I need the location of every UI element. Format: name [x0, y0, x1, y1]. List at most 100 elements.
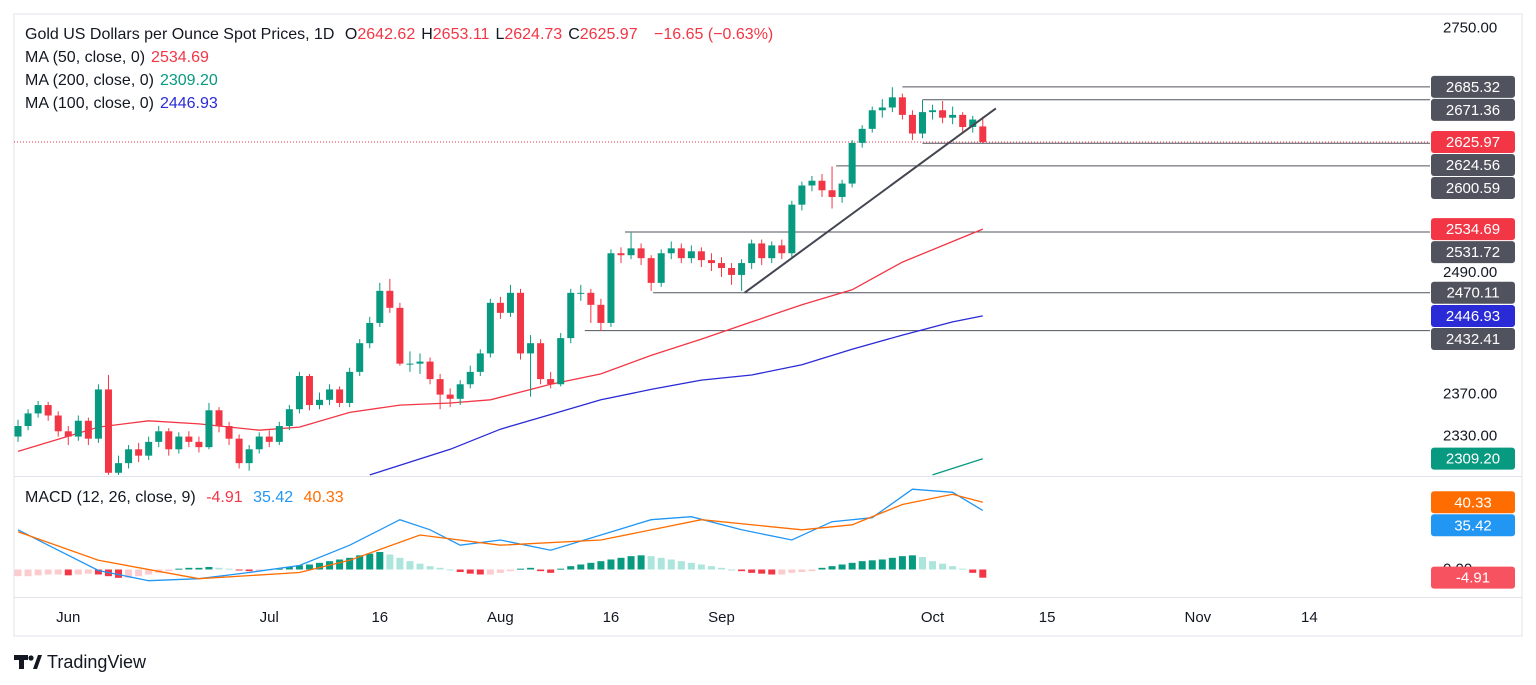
candle-body: [587, 292, 595, 305]
price-pane: [14, 86, 1430, 476]
candle-body: [707, 260, 715, 264]
candle-body: [326, 389, 334, 400]
candle-body: [979, 126, 987, 142]
histogram-bar: [637, 555, 645, 570]
ma-badge: [1431, 304, 1515, 327]
macd-line: [17, 493, 983, 580]
histogram-bar: [74, 569, 82, 575]
candle-body: [285, 409, 293, 427]
level-label: 2600.59: [1446, 180, 1500, 197]
macd-label: 35.42: [1454, 517, 1492, 534]
histogram-bar: [848, 562, 856, 570]
histogram-label: -4.91: [1456, 570, 1490, 587]
candle-body: [607, 253, 615, 323]
moving-average: [17, 228, 984, 453]
ma-legend-row: MA (100, close, 0) 2446.93: [25, 94, 224, 114]
candle-body: [738, 263, 746, 275]
histogram-bar: [135, 569, 143, 577]
histogram-bar: [758, 569, 766, 574]
candle-body: [496, 302, 504, 313]
x-tick-label: Jun: [56, 609, 80, 626]
histogram-bar: [185, 567, 193, 570]
ohlc-key: L: [495, 26, 505, 43]
histogram-bar: [64, 569, 72, 576]
histogram-bar: [537, 569, 545, 572]
level-badge: [1431, 75, 1515, 98]
histogram-bar: [366, 553, 374, 570]
histogram-bar: [617, 557, 625, 570]
ma-legend-row: MA (50, close, 0) 2534.69: [25, 48, 215, 68]
histogram-bar: [336, 559, 344, 570]
candle-body: [677, 248, 685, 259]
candle-body: [476, 353, 484, 372]
candle-body: [265, 436, 273, 442]
histogram-bar: [949, 566, 957, 570]
histogram-bar: [707, 566, 715, 570]
candle-body: [426, 361, 434, 380]
candle-body: [888, 97, 896, 108]
histogram-bar: [255, 569, 263, 572]
candle-body: [215, 410, 223, 427]
candle-body: [356, 343, 364, 372]
candle-body: [868, 110, 876, 129]
x-tick-label: Jul: [260, 609, 279, 626]
moving-average: [932, 458, 983, 476]
candle-body: [898, 97, 906, 115]
candle-body: [366, 322, 374, 344]
histogram-bar: [225, 568, 233, 570]
histogram-bar: [14, 569, 22, 577]
candle-body: [115, 463, 123, 473]
candle-body: [155, 431, 163, 442]
candle-body: [728, 268, 736, 275]
histogram-bar: [557, 568, 565, 570]
candle-body: [74, 420, 82, 437]
histogram-bar: [969, 569, 977, 573]
candle-body: [908, 114, 916, 134]
candle-body: [939, 110, 947, 118]
macd-name: MACD (12, 26, close, 9): [25, 489, 196, 506]
ohlc-key: C: [568, 26, 580, 43]
candle-body: [34, 405, 42, 414]
candle-body: [44, 405, 52, 416]
candle-body: [235, 438, 243, 464]
histogram-bar: [466, 569, 474, 574]
candle-body: [185, 436, 193, 442]
candle-body: [135, 449, 143, 456]
candle-body: [597, 304, 605, 323]
macd-pane: [14, 488, 987, 582]
histogram-bar: [918, 557, 926, 570]
candle-body: [305, 375, 313, 406]
x-tick-label: Nov: [1185, 609, 1212, 626]
macd-legend: MACD (12, 26, close, 9) -4.91 35.42 40.3…: [25, 488, 350, 508]
candle-body: [758, 243, 766, 259]
frame: [13, 13, 1523, 637]
histogram-bar: [647, 556, 655, 570]
histogram-bar: [54, 569, 62, 575]
candle-body: [838, 183, 846, 197]
ohlc-value: 2653.11: [432, 26, 490, 43]
histogram-bar: [908, 555, 916, 570]
histogram-bar: [577, 564, 585, 570]
histogram-bar: [798, 569, 806, 572]
ma-name: MA (100, close, 0): [25, 95, 154, 112]
candle-body: [949, 114, 957, 118]
candle-body: [929, 110, 937, 113]
ohlc-key: H: [421, 26, 433, 43]
candle-body: [617, 253, 625, 256]
level-label: 2685.32: [1446, 79, 1500, 96]
histogram-bar: [929, 561, 937, 570]
histogram-bar: [828, 566, 836, 570]
histogram-bar: [316, 562, 324, 570]
level-badge: [1431, 281, 1515, 304]
histogram-bar: [436, 567, 444, 570]
candle-body: [818, 180, 826, 191]
candle-body: [547, 379, 555, 385]
macd-badge: [1431, 514, 1515, 537]
histogram-bar: [215, 567, 223, 570]
histogram-bar: [748, 569, 756, 573]
level-label: 2470.11: [1446, 285, 1499, 302]
x-tick-label: Aug: [487, 609, 514, 626]
y-tick-label: 2750.00: [1443, 19, 1497, 36]
candle-body: [778, 245, 786, 254]
histogram-bar: [868, 560, 876, 570]
